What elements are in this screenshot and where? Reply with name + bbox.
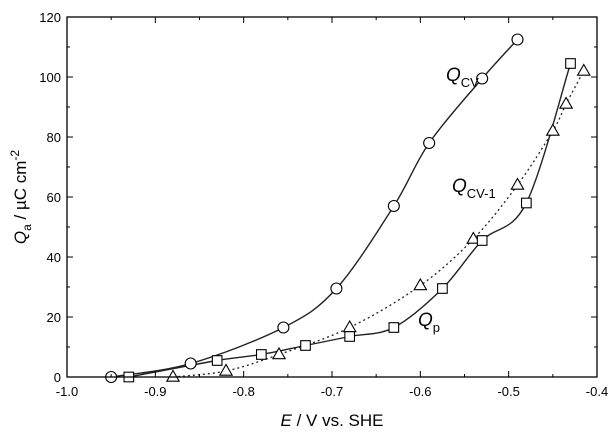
x-axis-title: E / V vs. SHE bbox=[281, 411, 384, 430]
square-marker bbox=[300, 340, 311, 351]
y-tick-label: 120 bbox=[39, 10, 61, 25]
x-tick-label: -0.4 bbox=[586, 384, 608, 399]
triangle-marker bbox=[510, 177, 525, 190]
triangle-marker bbox=[165, 369, 181, 382]
y-axis-title: Qa / µC cm-2 bbox=[8, 150, 34, 245]
plot-frame bbox=[66, 16, 598, 378]
y-tick-label: 80 bbox=[47, 130, 61, 145]
circle-marker bbox=[184, 357, 197, 370]
circle-marker bbox=[476, 72, 489, 85]
y-tick-label: 0 bbox=[54, 370, 61, 385]
y-tick-labels: 0 20 40 60 80 100 120 bbox=[39, 10, 61, 385]
circle-marker bbox=[387, 199, 400, 213]
triangle-marker bbox=[218, 363, 234, 376]
square-marker bbox=[565, 58, 576, 69]
triangle-marker bbox=[271, 346, 287, 360]
y-tick-label: 20 bbox=[47, 310, 61, 325]
triangle-marker bbox=[342, 319, 357, 333]
y-tick-label: 100 bbox=[39, 70, 61, 85]
x-tick-label: -0.7 bbox=[321, 384, 343, 399]
triangle-marker bbox=[545, 123, 560, 136]
square-marker bbox=[520, 197, 532, 209]
square-marker bbox=[476, 235, 488, 246]
square-marker bbox=[437, 283, 448, 294]
x-tick-labels: -1.0 -0.9 -0.8 -0.7 -0.6 -0.5 -0.4 bbox=[56, 384, 608, 399]
triangle-marker bbox=[558, 96, 574, 109]
x-tick-label: -0.6 bbox=[409, 384, 431, 399]
triangle-marker bbox=[413, 277, 428, 291]
series-label-qcv1: QCV-1 bbox=[452, 176, 496, 201]
x-tick-label: -0.5 bbox=[497, 384, 519, 399]
square-marker bbox=[344, 331, 356, 342]
series-line-2 bbox=[172, 70, 585, 378]
series-label-qp: Qp bbox=[418, 310, 440, 335]
x-tick-label: -0.8 bbox=[232, 384, 254, 399]
markers bbox=[105, 33, 591, 384]
circle-marker bbox=[330, 282, 343, 295]
triangle-marker bbox=[466, 231, 481, 244]
square-marker bbox=[211, 355, 223, 366]
axis-ticks bbox=[66, 16, 598, 378]
x-tick-label: -1.0 bbox=[56, 384, 78, 399]
series-line-1 bbox=[111, 39, 519, 378]
series-label-qcv: QCV bbox=[446, 65, 479, 90]
circle-marker bbox=[511, 33, 524, 46]
y-tick-label: 60 bbox=[47, 190, 61, 205]
triangle-marker bbox=[576, 63, 591, 76]
y-tick-label: 40 bbox=[47, 250, 61, 265]
x-tick-label: -0.9 bbox=[144, 384, 166, 399]
square-marker bbox=[388, 322, 400, 333]
circle-marker bbox=[423, 136, 436, 150]
square-marker bbox=[255, 349, 267, 360]
circle-marker bbox=[277, 321, 290, 334]
